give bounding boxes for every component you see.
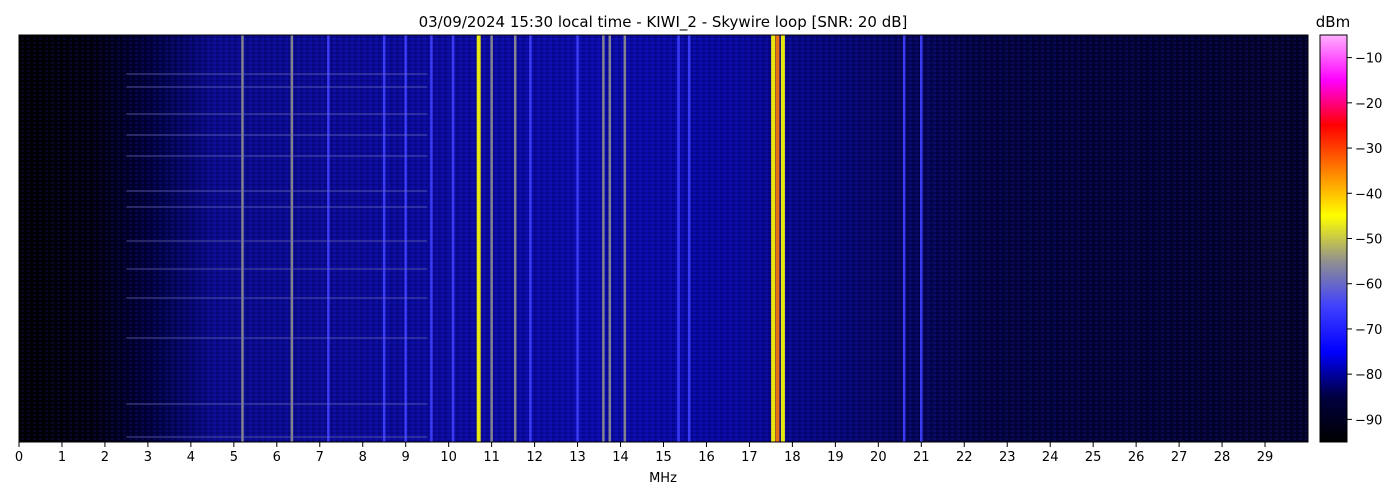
signal-trace-10 — [529, 35, 532, 442]
x-tick-label-11: 11 — [483, 450, 500, 465]
signal-trace-17 — [771, 35, 776, 442]
signal-trace-19 — [780, 35, 785, 442]
interference-line-10 — [126, 337, 428, 339]
x-tick-label-21: 21 — [913, 450, 930, 465]
colorbar: −10 −20 −30 −40 −50 −60 −70 −80 −90 dBm — [1316, 13, 1382, 443]
x-tick-label-18: 18 — [784, 450, 801, 465]
signal-trace-0 — [241, 35, 244, 442]
x-tick-label-19: 19 — [827, 450, 844, 465]
signal-trace-16 — [688, 35, 691, 442]
x-tick-label-13: 13 — [569, 450, 586, 465]
x-tick-label-0: 0 — [15, 450, 23, 465]
cb-tick-label-3: −40 — [1355, 187, 1382, 202]
interference-line-3 — [126, 134, 428, 136]
signal-trace-9 — [514, 35, 517, 442]
x-tick-label-12: 12 — [526, 450, 543, 465]
interference-line-7 — [126, 240, 428, 242]
x-tick-label-4: 4 — [187, 450, 195, 465]
interference-line-8 — [126, 268, 428, 270]
cb-tick-label-6: −70 — [1355, 323, 1382, 338]
x-axis-label: MHz — [649, 471, 677, 486]
interference-line-2 — [126, 113, 428, 115]
cb-tick-label-7: −80 — [1355, 368, 1382, 383]
signal-trace-8 — [490, 35, 493, 442]
x-tick-label-24: 24 — [1042, 450, 1059, 465]
x-tick-label-26: 26 — [1128, 450, 1145, 465]
x-tick-label-23: 23 — [999, 450, 1016, 465]
x-tick-label-27: 27 — [1171, 450, 1188, 465]
signal-trace-21 — [920, 35, 923, 442]
colorbar-label: dBm — [1316, 13, 1350, 31]
x-tick-label-20: 20 — [870, 450, 887, 465]
signal-trace-5 — [430, 35, 433, 442]
x-tick-label-7: 7 — [316, 450, 324, 465]
signal-trace-7 — [476, 35, 481, 442]
cb-tick-label-0: −10 — [1355, 52, 1382, 67]
signal-trace-20 — [902, 35, 906, 442]
cb-tick-label-2: −30 — [1355, 142, 1382, 157]
x-tick-label-14: 14 — [612, 450, 629, 465]
interference-line-1 — [126, 86, 428, 88]
signal-trace-1 — [290, 35, 294, 442]
x-axis: 0 1 2 3 4 5 6 7 8 9 10 11 12 13 14 15 16 17 18 19 20 21 22 23 24… — [15, 442, 1273, 465]
plot-area — [19, 35, 1308, 442]
signal-trace-4 — [404, 35, 407, 442]
colorbar-ticks: −10 −20 −30 −40 −50 −60 −70 −80 −90 — [1347, 52, 1382, 428]
signal-trace-18 — [775, 35, 780, 442]
x-tick-label-10: 10 — [440, 450, 457, 465]
signal-trace-13 — [608, 35, 611, 442]
x-tick-label-3: 3 — [144, 450, 152, 465]
interference-line-9 — [126, 297, 428, 299]
x-tick-label-8: 8 — [359, 450, 367, 465]
interference-line-12 — [126, 436, 428, 438]
signal-trace-12 — [602, 35, 605, 442]
signal-traces — [241, 35, 923, 442]
x-tick-label-17: 17 — [741, 450, 758, 465]
x-tick-label-5: 5 — [230, 450, 238, 465]
x-tick-label-2: 2 — [101, 450, 109, 465]
spectrogram-noise — [19, 35, 1308, 442]
signal-trace-11 — [576, 35, 579, 442]
x-tick-label-16: 16 — [698, 450, 715, 465]
interference-line-11 — [126, 403, 428, 405]
signal-trace-3 — [383, 35, 386, 442]
x-tick-label-9: 9 — [402, 450, 410, 465]
chart-title: 03/09/2024 15:30 local time - KIWI_2 - S… — [419, 13, 908, 32]
interference-line-0 — [126, 73, 428, 75]
colorbar-fill — [1319, 34, 1348, 443]
x-tick-label-1: 1 — [58, 450, 66, 465]
x-tick-label-15: 15 — [655, 450, 672, 465]
cb-tick-label-1: −20 — [1355, 97, 1382, 112]
interference-lines — [126, 73, 428, 438]
x-tick-label-28: 28 — [1214, 450, 1231, 465]
interference-line-5 — [126, 190, 428, 192]
signal-trace-14 — [623, 35, 627, 442]
cb-tick-label-8: −90 — [1355, 413, 1382, 428]
signal-trace-6 — [451, 35, 455, 442]
signal-trace-2 — [327, 35, 330, 442]
interference-line-6 — [126, 206, 428, 208]
x-tick-label-29: 29 — [1257, 450, 1274, 465]
interference-line-4 — [126, 155, 428, 157]
signal-trace-15 — [677, 35, 680, 442]
cb-tick-label-4: −50 — [1355, 233, 1382, 248]
x-tick-label-6: 6 — [273, 450, 281, 465]
cb-tick-label-5: −60 — [1355, 278, 1382, 293]
x-tick-label-22: 22 — [956, 450, 973, 465]
x-tick-label-25: 25 — [1085, 450, 1102, 465]
